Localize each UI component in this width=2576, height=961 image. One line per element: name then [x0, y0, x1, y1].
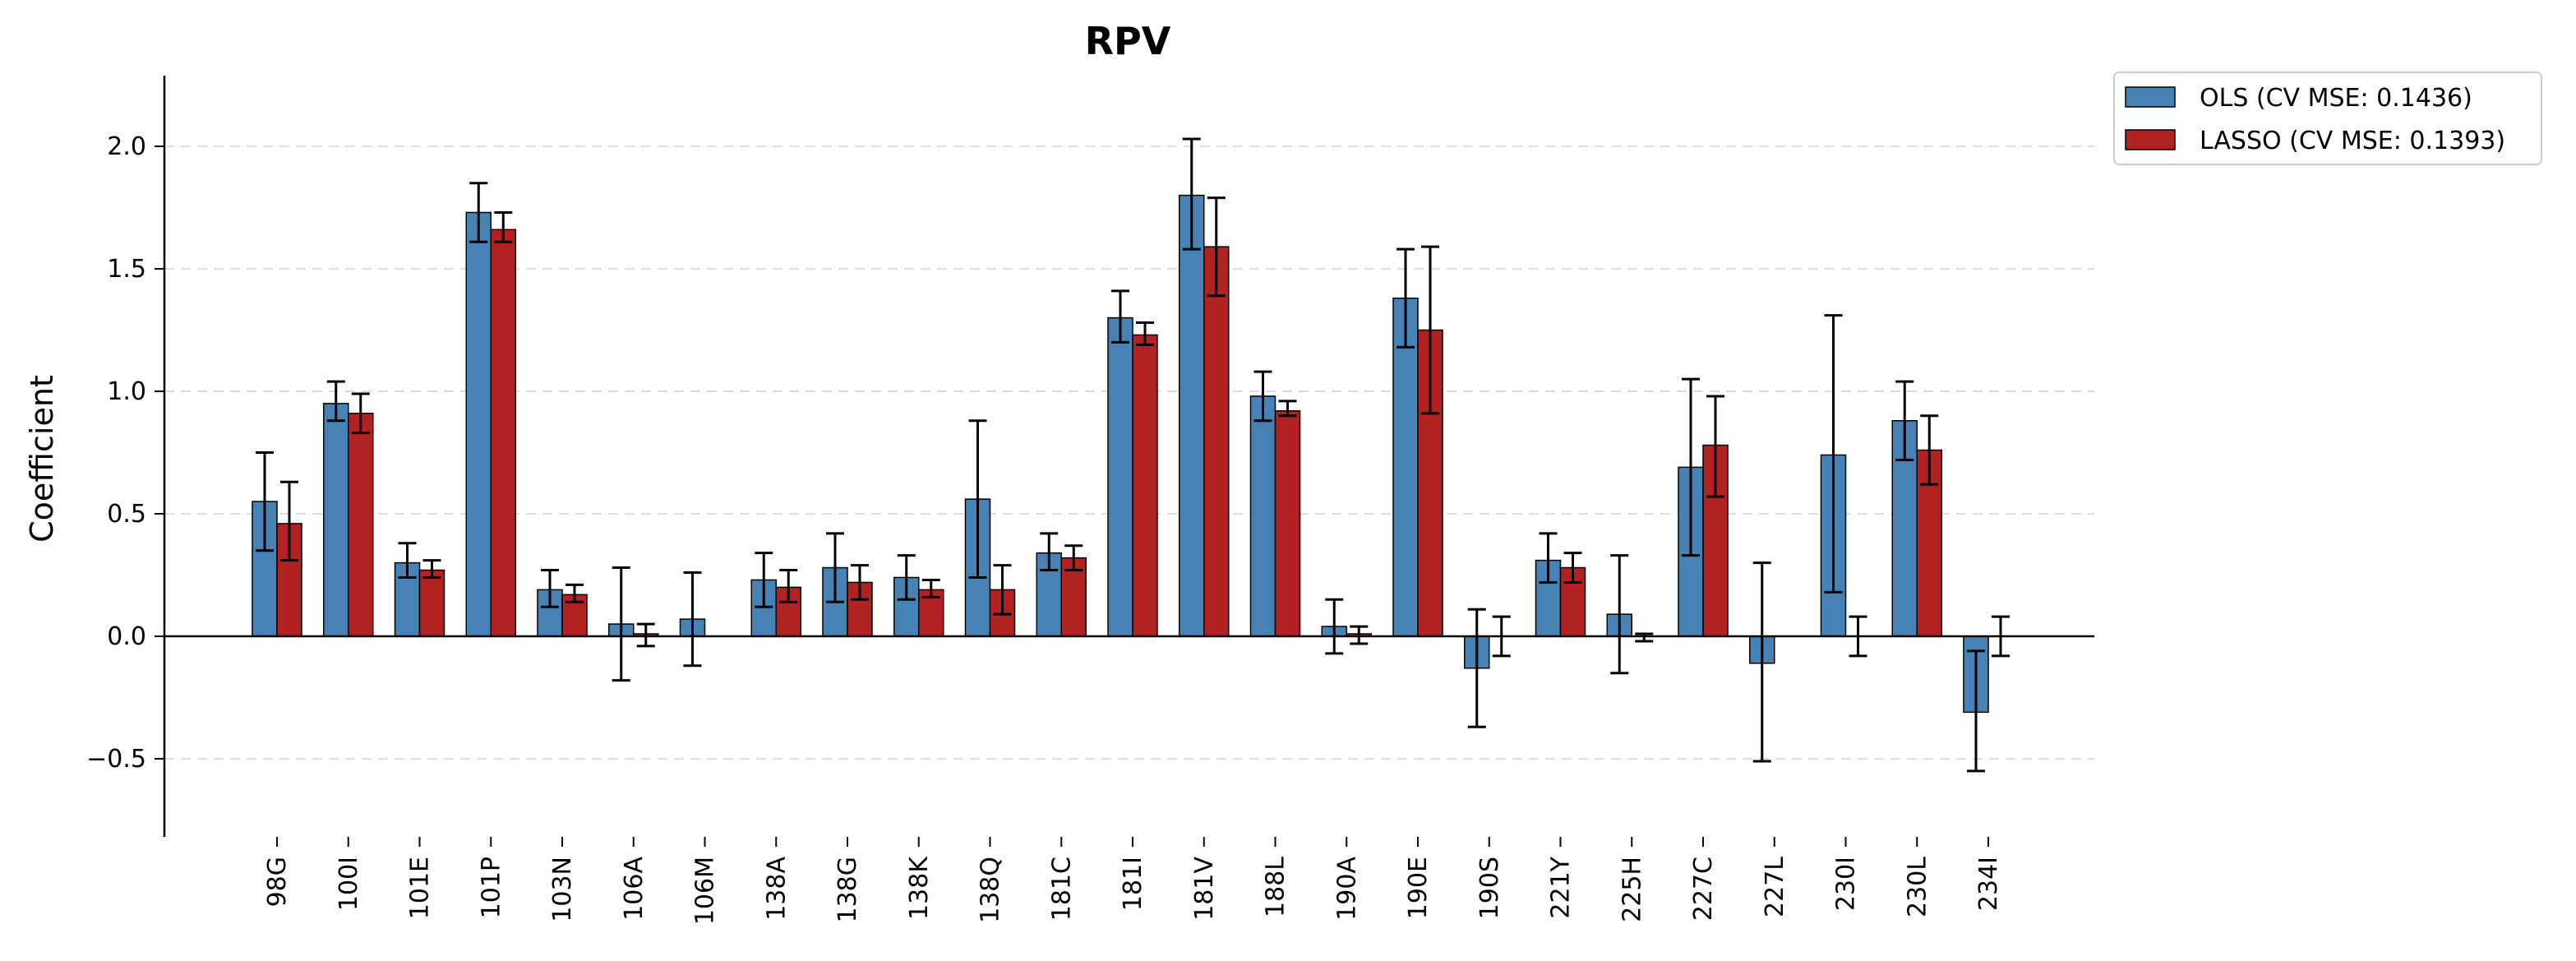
legend: OLS (CV MSE: 0.1436) LASSO (CV MSE: 0.13… [2113, 72, 2542, 165]
x-tick-label: 225H [1618, 857, 1646, 922]
x-tick-label: 227C [1689, 857, 1718, 921]
axes [163, 76, 2094, 837]
x-tick-label: 101P [477, 857, 506, 918]
bar-ols [1107, 316, 1133, 637]
bar-ols [1179, 194, 1205, 637]
x-tick-label: 100I [335, 857, 363, 911]
x-tick-label: 138G [833, 857, 862, 923]
x-tick-label: 138Q [976, 857, 1005, 923]
y-tick-label: 1.5 [107, 255, 146, 284]
legend-label-ols: OLS (CV MSE: 0.1436) [2200, 84, 2472, 113]
y-axis-label: Coefficient [24, 375, 60, 543]
y-tick-label: 1.0 [107, 377, 146, 406]
y-tick-label: 0.0 [107, 622, 146, 651]
x-tick-label: 188L [1262, 857, 1290, 917]
bar-lasso [1203, 246, 1230, 637]
bar-ols [1249, 395, 1276, 637]
bar-lasso [490, 229, 516, 637]
chart-title: RPV [1085, 19, 1171, 63]
x-tick-label: 106A [620, 857, 649, 921]
x-tick-label: 181C [1047, 857, 1076, 921]
bar-lasso [418, 569, 445, 637]
y-ticks: −0.5 0.0 0.5 1.0 1.5 2.0 [86, 132, 164, 774]
x-tick-label: 190A [1332, 857, 1361, 921]
x-tick-label: 98G [263, 857, 292, 907]
legend-label-lasso: LASSO (CV MSE: 0.1393) [2200, 127, 2505, 155]
x-tick-label: 230L [1903, 857, 1932, 917]
bar-ols [1392, 298, 1419, 637]
x-tick-label: 106M [691, 857, 720, 925]
x-tick-label: 103N [548, 857, 577, 922]
bar-lasso [348, 413, 374, 637]
x-tick-label: 101E [406, 857, 435, 919]
x-tick-label: 190E [1404, 857, 1433, 919]
x-tick-label: 181I [1119, 857, 1147, 911]
x-tick-label: 221Y [1547, 856, 1576, 918]
legend-frame [2113, 72, 2542, 165]
bars [252, 194, 1989, 714]
y-tick-label: 0.5 [107, 500, 146, 529]
bar-lasso [1274, 410, 1301, 637]
legend-swatch-ols [2125, 86, 2176, 108]
x-tick-label: 227L [1761, 857, 1789, 917]
bar-ols [465, 211, 492, 637]
x-tick-label: 234I [1974, 857, 2003, 911]
x-tick-label: 190S [1475, 857, 1504, 919]
legend-swatch-lasso [2125, 129, 2176, 150]
bar-ols [323, 403, 349, 637]
x-tick-label: 138A [762, 857, 791, 921]
x-ticks: 98G 100I 101E 101P 103N 106A 106M 138A 138G 138K 1… [263, 837, 2003, 925]
x-tick-label: 181V [1190, 857, 1219, 921]
x-tick-label: 230I [1832, 857, 1861, 911]
bar-lasso [1132, 334, 1158, 637]
y-tick-label: 2.0 [107, 132, 146, 161]
y-tick-label: −0.5 [86, 745, 146, 774]
x-tick-label: 138K [905, 856, 934, 920]
